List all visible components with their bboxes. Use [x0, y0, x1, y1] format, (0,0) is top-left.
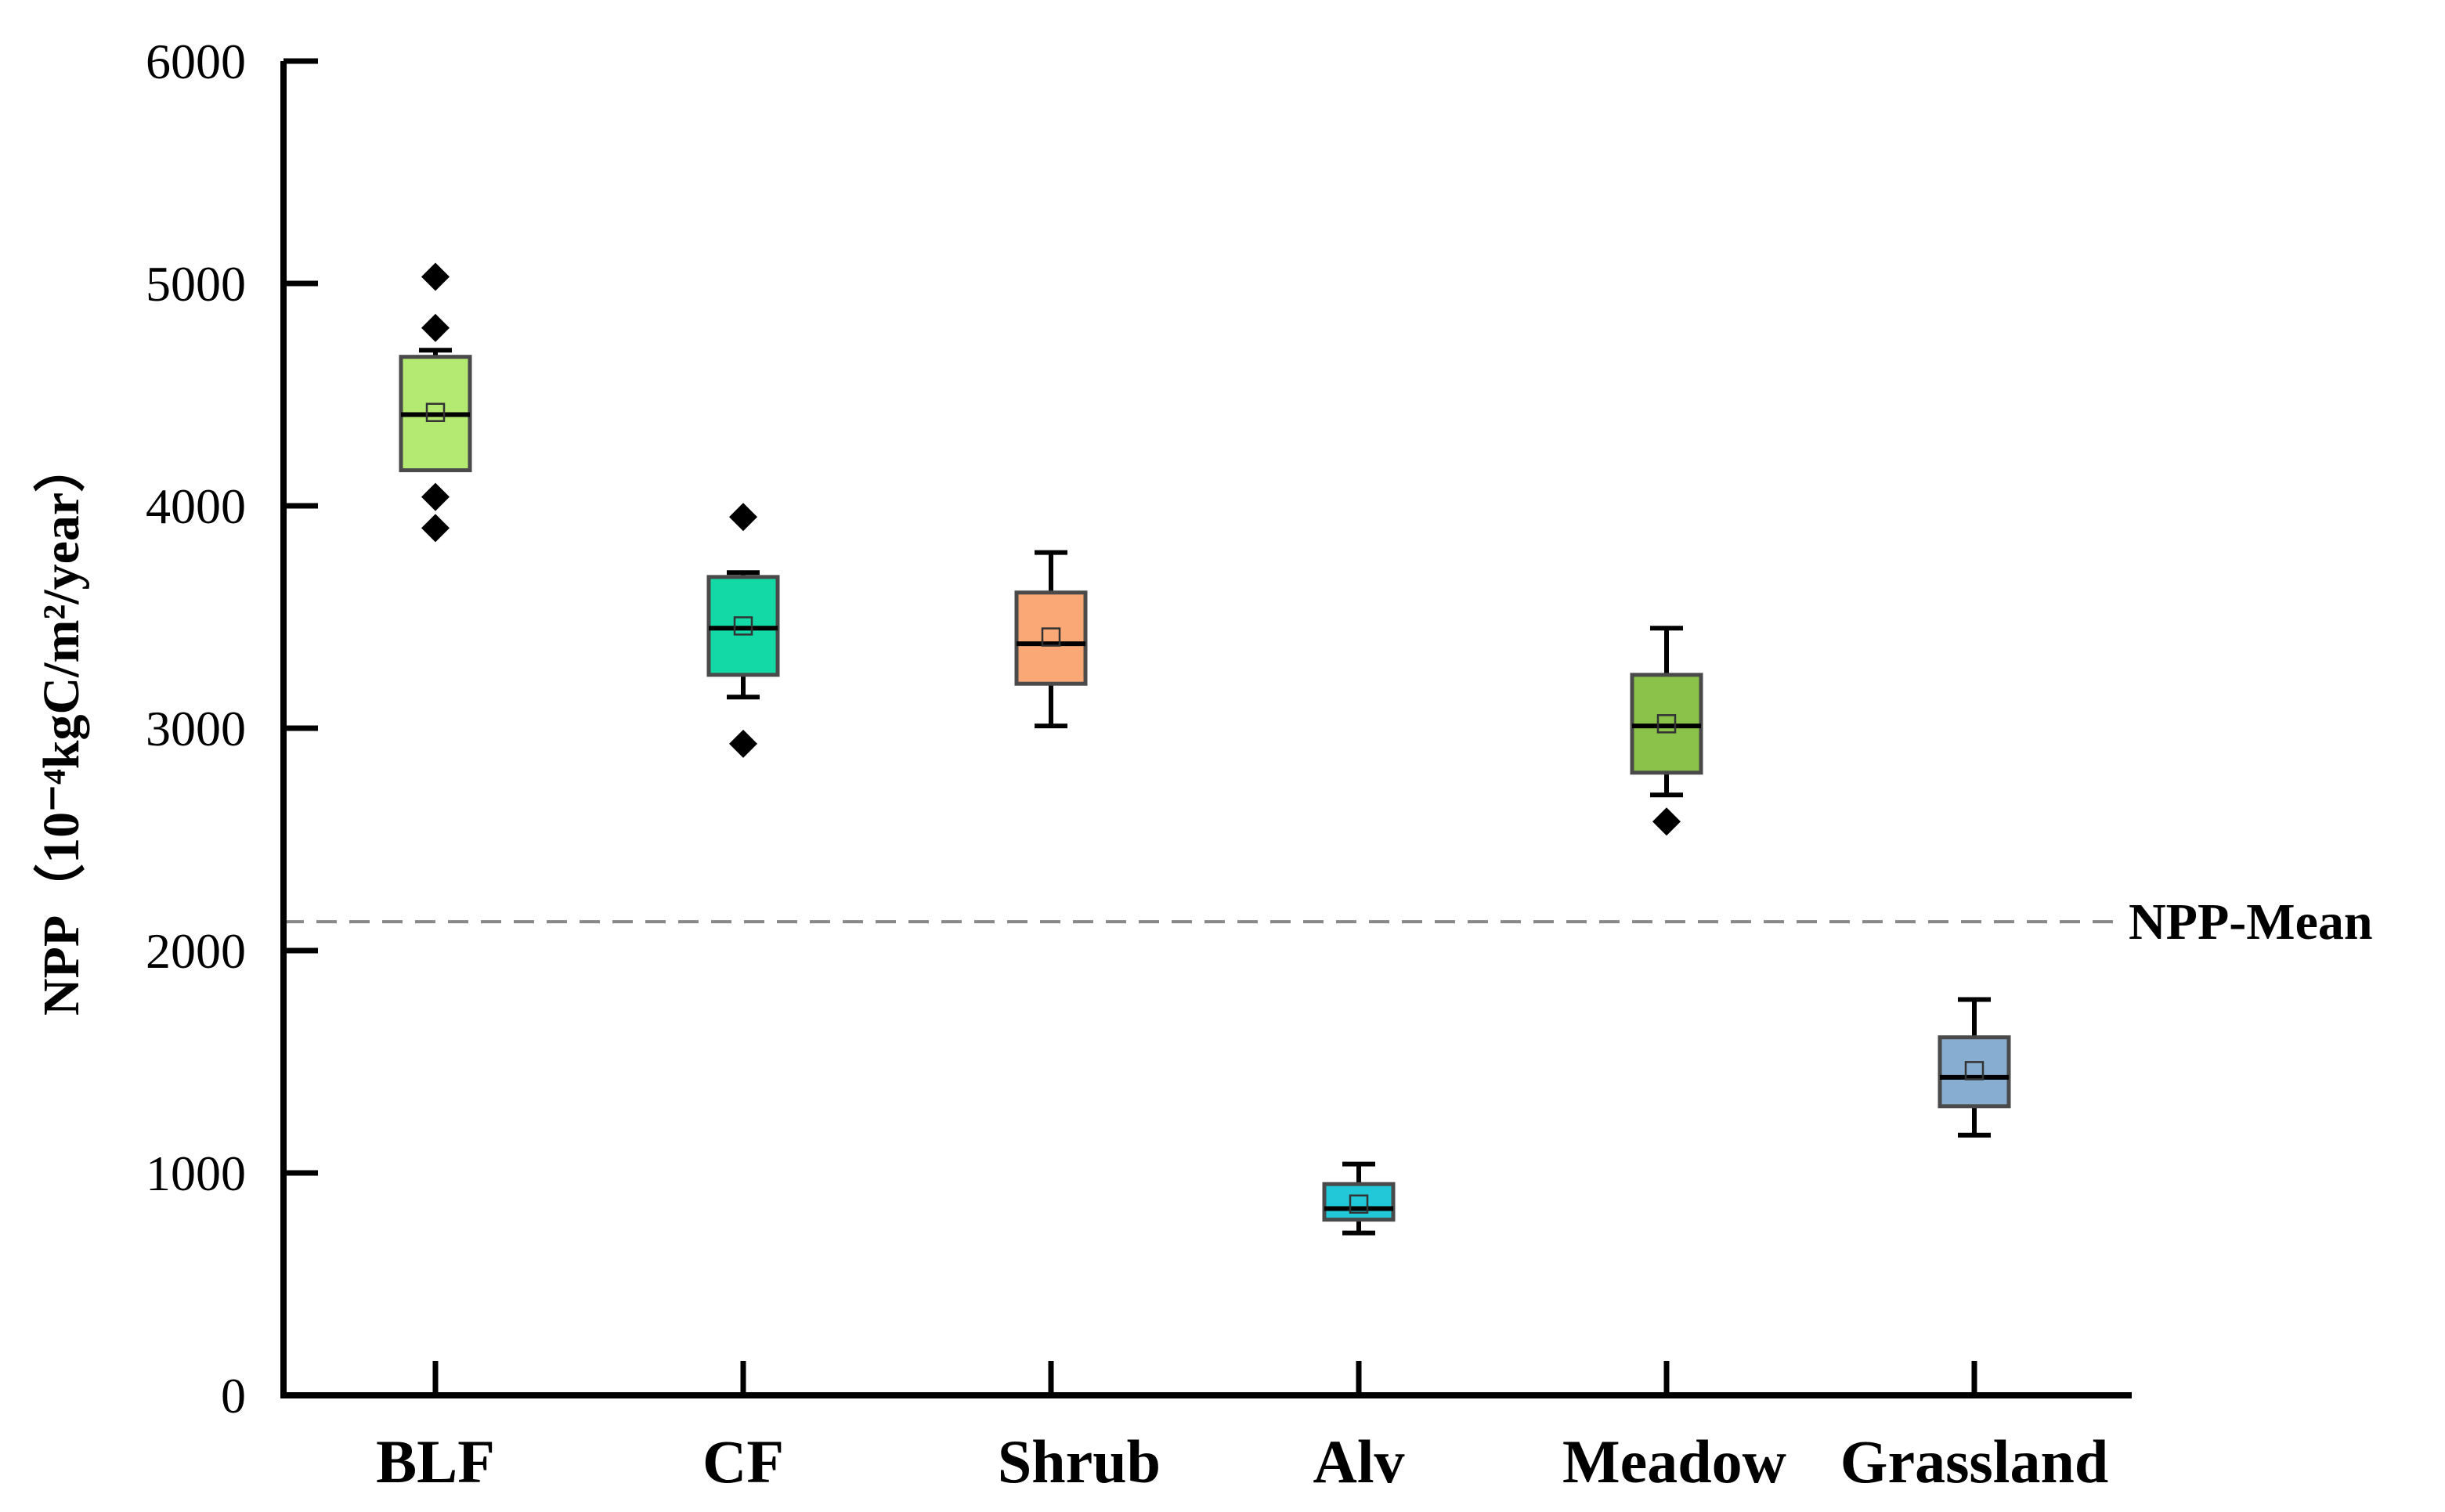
- x-axis-labels: BLF CF Shrub Alv Meadow Grassland: [376, 1361, 2108, 1496]
- outlier-point: [421, 262, 450, 291]
- npp-mean-reference: NPP-Mean: [284, 893, 2373, 951]
- x-tick-label-grassland: Grassland: [1840, 1427, 2108, 1496]
- x-tick-label-blf: BLF: [376, 1427, 495, 1496]
- box-alv: [1322, 1161, 1396, 1236]
- outlier-point: [729, 729, 757, 758]
- mean-marker: [1656, 714, 1677, 734]
- box-iqr: [1938, 1035, 2011, 1109]
- mean-marker: [1964, 1061, 1985, 1081]
- x-tick-label-meadow: Meadow: [1562, 1427, 1786, 1496]
- y-tick-label: 5000: [146, 256, 246, 312]
- x-tick-label-alv: Alv: [1313, 1427, 1405, 1496]
- outlier-point: [1652, 807, 1681, 836]
- y-tick-label: 0: [221, 1368, 246, 1424]
- outlier-point: [421, 482, 450, 511]
- outlier-point: [421, 514, 450, 543]
- box-shrub: [1014, 550, 1088, 729]
- y-tick-label: 1000: [146, 1146, 246, 1201]
- mean-marker: [425, 402, 446, 422]
- outlier-point: [729, 503, 757, 532]
- mean-marker: [1041, 627, 1061, 647]
- axes: [280, 61, 2132, 1398]
- x-tick-label-shrub: Shrub: [998, 1427, 1161, 1496]
- y-axis-ticks: 0 1000 2000 3000 4000 5000 6000: [146, 34, 318, 1424]
- box-meadow: [1630, 626, 1703, 836]
- y-tick-label: 6000: [146, 34, 246, 89]
- outlier-point: [421, 313, 450, 342]
- box-grassland: [1938, 997, 2011, 1138]
- box-blf: [399, 262, 472, 543]
- npp-mean-label: NPP-Mean: [2129, 893, 2373, 951]
- y-tick-label: 2000: [146, 923, 246, 979]
- mean-marker: [1349, 1194, 1369, 1214]
- y-tick-label: 3000: [146, 701, 246, 756]
- x-tick-label-cf: CF: [702, 1427, 784, 1496]
- box-iqr: [1322, 1182, 1396, 1222]
- box-plots: [399, 262, 2011, 1236]
- box-cf: [706, 503, 780, 758]
- box-iqr: [1014, 590, 1088, 686]
- y-axis-title: NPP（10⁻⁴kgC/m²/year）: [32, 441, 90, 1016]
- mean-marker: [733, 616, 753, 636]
- y-tick-label: 4000: [146, 478, 246, 534]
